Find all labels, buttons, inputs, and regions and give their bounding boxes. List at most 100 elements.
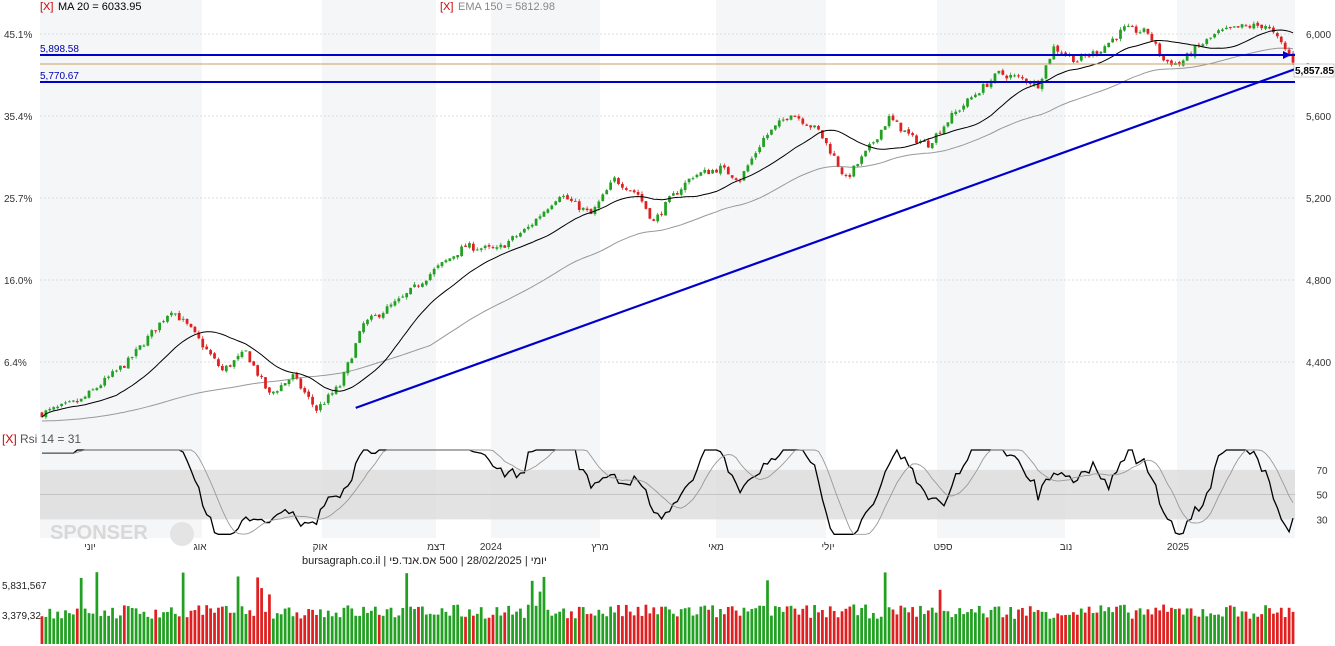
candle — [977, 92, 981, 96]
volume-bar — [189, 610, 193, 644]
candle — [232, 360, 236, 369]
volume-bar — [362, 606, 365, 644]
volume-bar — [989, 609, 993, 644]
candle — [1130, 24, 1134, 28]
volume-bar — [1228, 605, 1232, 644]
candle — [875, 139, 879, 144]
volume-bar — [95, 572, 99, 644]
candle-body — [824, 138, 828, 144]
volume-bar — [522, 617, 526, 644]
price-tick-label: 5,200 — [1306, 194, 1331, 205]
candle-body — [1032, 81, 1036, 85]
ma-label: MA 20 = 6033.95 — [58, 1, 141, 13]
volume-bar — [679, 609, 683, 644]
candle-body — [679, 189, 683, 195]
candle — [1279, 35, 1283, 45]
candle-body — [1107, 42, 1111, 48]
candle-body — [891, 115, 895, 121]
ma-toggle[interactable]: [X] — [40, 1, 53, 13]
volume-bar — [1252, 613, 1256, 644]
rsi-toggle[interactable]: [X] — [2, 432, 17, 446]
volume-bar — [1217, 614, 1220, 644]
volume-bar — [558, 611, 562, 644]
candle-body — [907, 129, 911, 134]
volume-bar — [213, 612, 216, 644]
volume-bar — [1260, 614, 1264, 644]
candle-body — [644, 201, 648, 209]
volume-bar — [1205, 616, 1209, 644]
candle-body — [899, 122, 903, 132]
candle-body — [483, 245, 487, 248]
candle — [424, 280, 428, 287]
volume-bar — [970, 609, 973, 644]
volume-bar — [613, 612, 616, 644]
volume-bar — [652, 607, 656, 644]
candle — [491, 245, 495, 249]
candle — [444, 258, 448, 264]
candle — [389, 302, 393, 309]
candle-body — [746, 165, 750, 172]
candle — [805, 123, 809, 126]
candlesticks — [40, 21, 1295, 420]
volume-bar — [683, 608, 687, 644]
candle-body — [546, 209, 550, 213]
volume-bar — [754, 608, 758, 644]
candle — [530, 223, 534, 229]
candle — [499, 242, 503, 250]
candle-body — [872, 142, 875, 144]
volume-bar — [158, 617, 161, 644]
candle-body — [954, 111, 958, 115]
volume-bar — [954, 614, 958, 644]
candle — [868, 142, 871, 153]
candle — [930, 142, 934, 150]
candle-body — [887, 116, 891, 127]
candle — [558, 195, 562, 203]
volume-bar — [1256, 616, 1260, 644]
volume-bar — [1134, 610, 1138, 644]
candle — [879, 129, 883, 141]
candle — [687, 178, 691, 185]
candle-body — [530, 224, 534, 227]
candle-body — [130, 356, 134, 358]
candle-body — [52, 407, 56, 410]
candle — [115, 369, 118, 373]
candle-body — [883, 126, 887, 130]
candle-body — [154, 330, 158, 332]
candle — [526, 224, 530, 231]
candle — [1111, 36, 1115, 43]
volume-bar — [848, 606, 852, 644]
volume-bar — [166, 611, 169, 644]
candle — [817, 124, 820, 131]
candle-body — [609, 182, 613, 190]
candle-body — [275, 391, 279, 393]
candle-body — [452, 256, 456, 259]
candle — [824, 137, 828, 146]
volume-bar — [338, 617, 342, 644]
trend-line-path — [355, 63, 1310, 409]
ema-toggle[interactable]: [X] — [440, 1, 453, 13]
volume-bar — [279, 614, 283, 644]
candle — [413, 282, 416, 288]
volume-bar — [801, 608, 805, 644]
candle-body — [1052, 46, 1056, 60]
candle — [1252, 21, 1256, 30]
volume-bar — [809, 617, 813, 644]
candle-body — [1091, 51, 1095, 56]
candle-body — [660, 213, 663, 215]
candle — [809, 124, 813, 130]
ma-20-path — [41, 29, 1294, 418]
candle-body — [326, 394, 330, 404]
candle — [1170, 59, 1173, 67]
volume-bar — [240, 606, 244, 644]
volume-bar — [154, 609, 158, 644]
candle-body — [307, 391, 311, 397]
candle-body — [675, 192, 679, 195]
volume-bar — [1119, 605, 1122, 644]
volume-bar — [1213, 614, 1216, 644]
candle — [973, 92, 977, 98]
volume-bar — [640, 615, 644, 644]
candle — [781, 117, 785, 123]
candle — [848, 173, 852, 179]
candle-body — [766, 134, 769, 139]
